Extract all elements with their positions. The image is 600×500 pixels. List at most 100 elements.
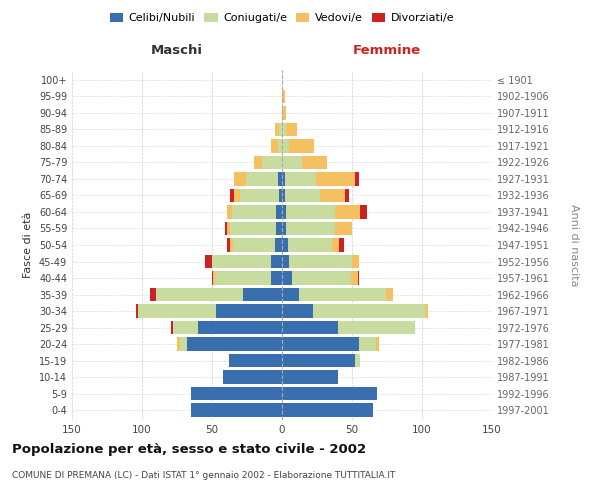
Bar [282,255,289,268]
Bar [361,206,367,218]
Bar [198,321,282,334]
Bar [275,238,282,252]
Bar [212,255,271,268]
Bar [350,272,358,284]
Bar [271,140,278,152]
Bar [289,140,314,152]
Bar [282,140,289,152]
Bar [187,338,282,350]
Bar [299,288,386,301]
Bar [212,272,214,284]
Bar [235,172,245,186]
Bar [235,189,240,202]
Bar [320,189,345,202]
Bar [286,222,335,235]
Text: Femmine: Femmine [353,44,421,57]
Bar [376,338,379,350]
Bar [282,238,287,252]
Bar [286,123,298,136]
Bar [136,304,138,318]
Bar [191,404,282,416]
Bar [282,288,299,301]
Bar [302,156,327,169]
Bar [282,387,377,400]
Bar [151,288,156,301]
Bar [345,189,349,202]
Bar [282,321,338,334]
Bar [224,222,227,235]
Bar [230,222,277,235]
Bar [173,321,198,334]
Bar [282,222,286,235]
Bar [282,106,283,120]
Text: Maschi: Maschi [151,44,203,57]
Bar [332,238,340,252]
Bar [172,321,173,334]
Bar [243,288,282,301]
Bar [156,288,243,301]
Bar [227,206,232,218]
Bar [245,172,278,186]
Bar [283,106,286,120]
Bar [278,140,282,152]
Bar [425,304,428,318]
Text: Popolazione per età, sesso e stato civile - 2002: Popolazione per età, sesso e stato civil… [12,442,366,456]
Bar [286,206,335,218]
Bar [229,354,282,367]
Bar [279,123,282,136]
Bar [352,255,359,268]
Bar [285,172,316,186]
Bar [233,238,275,252]
Bar [359,338,376,350]
Bar [232,206,277,218]
Bar [282,354,355,367]
Bar [282,404,373,416]
Bar [282,206,286,218]
Bar [223,370,282,384]
Bar [191,387,282,400]
Bar [355,172,359,186]
Bar [285,189,320,202]
Legend: Celibi/Nubili, Coniugati/e, Vedovi/e, Divorziati/e: Celibi/Nubili, Coniugati/e, Vedovi/e, Di… [106,8,458,28]
Bar [279,189,282,202]
Bar [340,238,344,252]
Y-axis label: Anni di nascita: Anni di nascita [569,204,579,286]
Bar [227,222,230,235]
Bar [289,255,352,268]
Bar [282,338,359,350]
Y-axis label: Fasce di età: Fasce di età [23,212,33,278]
Bar [335,206,361,218]
Bar [282,156,302,169]
Bar [271,255,282,268]
Bar [277,222,282,235]
Bar [215,272,271,284]
Bar [205,255,212,268]
Bar [240,189,279,202]
Bar [287,238,332,252]
Bar [230,238,233,252]
Bar [227,238,230,252]
Bar [275,123,279,136]
Bar [177,338,180,350]
Bar [214,272,215,284]
Bar [335,222,352,235]
Bar [282,189,285,202]
Bar [316,172,355,186]
Bar [386,288,392,301]
Bar [355,354,361,367]
Bar [282,370,338,384]
Bar [271,272,282,284]
Bar [282,272,292,284]
Bar [282,123,286,136]
Bar [278,172,282,186]
Bar [282,172,285,186]
Bar [254,156,262,169]
Bar [338,321,415,334]
Bar [216,304,282,318]
Bar [277,206,282,218]
Text: COMUNE DI PREMANA (LC) - Dati ISTAT 1° gennaio 2002 - Elaborazione TUTTITALIA.IT: COMUNE DI PREMANA (LC) - Dati ISTAT 1° g… [12,471,395,480]
Bar [282,304,313,318]
Bar [180,338,187,350]
Bar [230,189,235,202]
Bar [282,90,285,103]
